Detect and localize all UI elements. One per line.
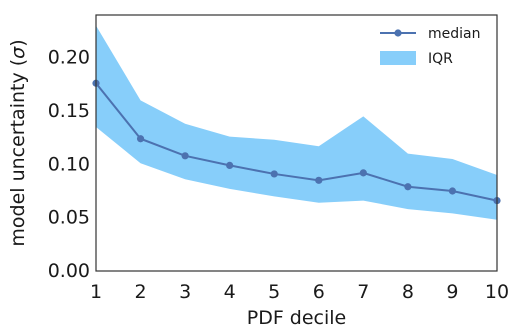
median-point: [270, 170, 278, 178]
median-point: [448, 187, 457, 195]
y-tick-label: 0.05: [48, 207, 90, 229]
y-tick-label: 0.20: [48, 47, 90, 69]
median-point: [359, 169, 367, 177]
x-tick-label: 8: [402, 281, 414, 303]
x-axis-title: PDF decile: [247, 307, 347, 328]
median-point: [136, 135, 145, 143]
x-tick-label: 5: [268, 281, 280, 303]
legend-median-marker: [394, 29, 402, 37]
median-point: [404, 183, 412, 191]
y-tick-label: 0.10: [48, 153, 90, 175]
x-tick-label: 6: [313, 281, 325, 303]
iqr-band: [96, 25, 497, 220]
median-point: [226, 161, 234, 169]
median-point: [315, 176, 323, 184]
legend: median IQR: [380, 26, 480, 67]
iqr-band-layer: [96, 25, 497, 220]
median-line-layer: [92, 79, 501, 205]
x-tick-label: 10: [485, 281, 509, 303]
y-axis-title: model uncertainty (σ): [7, 39, 29, 246]
median-line: [95, 82, 498, 202]
legend-iqr-swatch: [380, 51, 416, 65]
x-tick-label: 7: [357, 281, 369, 303]
x-tick-label: 1: [90, 281, 102, 303]
y-tick-label: 0.15: [48, 100, 90, 122]
plot-frame: [95, 14, 498, 272]
median-point: [181, 152, 189, 160]
x-tick-label: 4: [224, 281, 236, 303]
y-tick-labels: 0.00 0.05 0.10 0.15 0.20: [48, 47, 90, 282]
legend-median-label: median: [428, 26, 480, 42]
x-tick-label: 9: [446, 281, 458, 303]
legend-iqr-label: IQR: [428, 51, 453, 67]
x-tick-labels: 1 2 3 4 5 6 7 8 9 10: [90, 281, 509, 303]
x-tick-label: 3: [179, 281, 191, 303]
x-tick-label: 2: [135, 281, 147, 303]
y-tick-label: 0.00: [48, 260, 90, 282]
